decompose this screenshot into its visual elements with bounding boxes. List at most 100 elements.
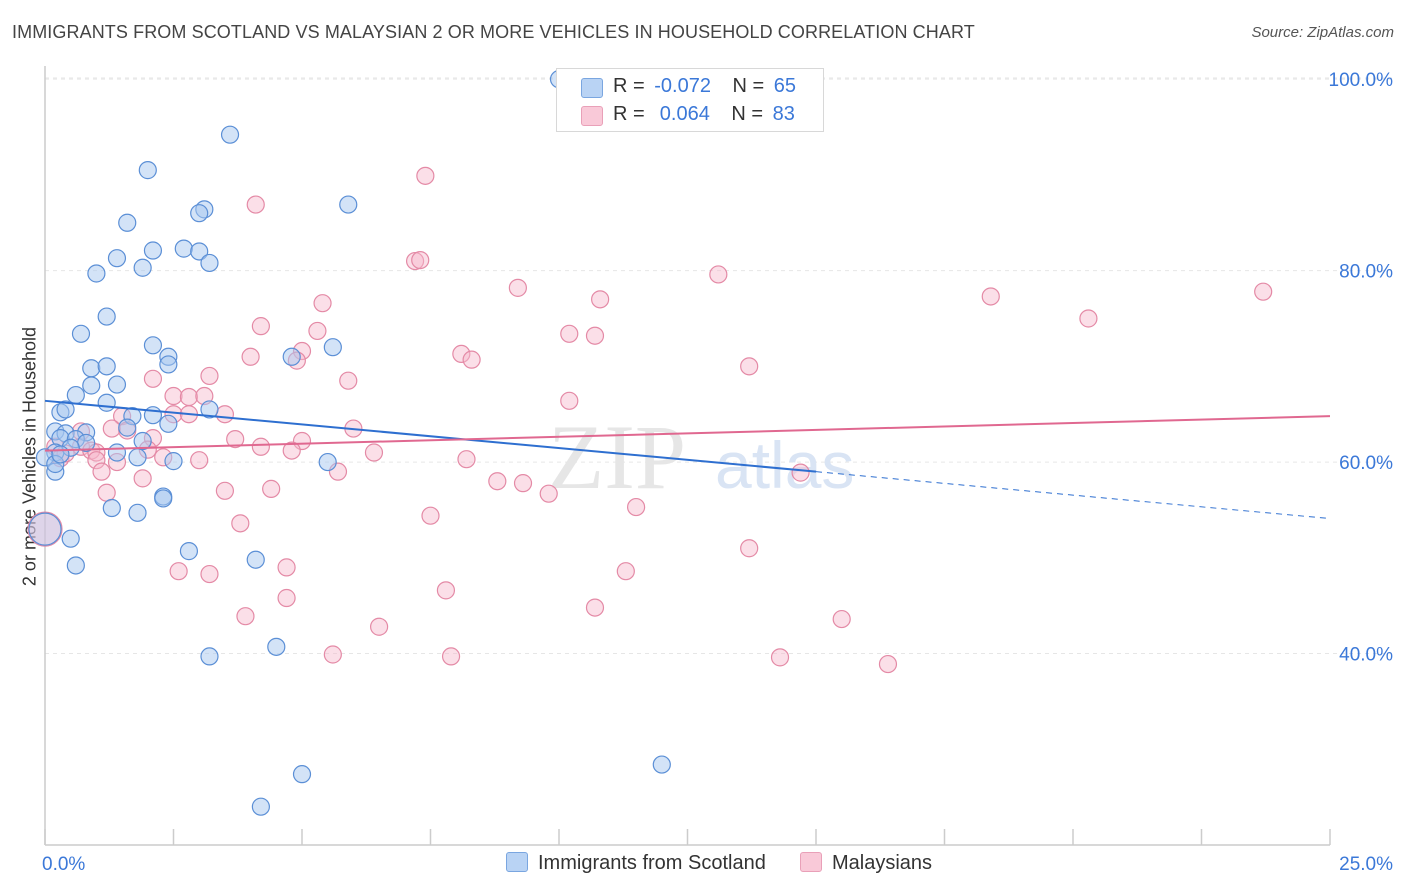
y-tick-label: 80.0%	[1339, 262, 1393, 283]
scotland-point	[56, 400, 75, 419]
malaysian-point	[308, 321, 327, 341]
tick-labels: 40.0% 60.0% 80.0% 100.0% 0.0% 25.0%	[42, 70, 1393, 875]
scotland-legend-swatch	[506, 852, 528, 872]
malaysian-point	[560, 324, 579, 343]
malaysian-point	[513, 474, 533, 493]
malaysian-point	[740, 357, 759, 376]
scotland-point	[190, 204, 209, 223]
scotland-point	[143, 241, 163, 260]
malaysian-point	[97, 483, 116, 502]
malaysian-point	[133, 469, 152, 488]
malaysian-swatch	[581, 106, 603, 126]
malaysian-point	[1254, 282, 1273, 301]
legend-row-malaysian: R = 0.064 N = 83	[581, 103, 795, 126]
malaysian-point	[339, 371, 358, 390]
scotland-point	[164, 452, 183, 471]
x-tick-label: 25.0%	[1339, 854, 1393, 875]
malaysian-point	[585, 326, 605, 345]
malaysian-point	[740, 539, 759, 558]
legend-n-label: N =	[732, 75, 765, 97]
scotland-point	[267, 637, 286, 656]
trend-lines	[44, 399, 1331, 520]
scotland-point	[128, 448, 147, 467]
malaysian-trend-line	[44, 415, 1331, 452]
malaysian-point	[832, 609, 851, 629]
malaysian-point	[539, 484, 558, 503]
scotland-point	[66, 556, 85, 575]
malaysian-point	[262, 479, 281, 498]
malaysian-point	[878, 654, 898, 674]
legend-r-value: 0.064	[654, 103, 710, 125]
scotland-point	[82, 359, 101, 378]
malaysian-point	[770, 648, 790, 667]
malaysian-point	[143, 369, 163, 388]
scotland-point	[200, 400, 219, 419]
malaysian-point	[190, 451, 209, 470]
correlation-legend: R = -0.072 N = 65 R = 0.064 N = 83	[556, 68, 824, 132]
scotland-point	[251, 797, 270, 816]
scotland-points	[28, 70, 671, 816]
scotland-point	[143, 336, 163, 355]
scotland-point	[118, 418, 137, 437]
malaysian-point	[226, 430, 245, 449]
y-tick-label: 60.0%	[1339, 453, 1393, 474]
scotland-point	[159, 414, 178, 433]
scotland-point	[154, 489, 173, 508]
malaysian-legend-swatch	[800, 852, 822, 872]
scotland-point	[97, 393, 116, 412]
scotland-point	[87, 264, 106, 283]
scotland-point	[97, 357, 116, 376]
scotland-point	[133, 258, 152, 277]
scotland-legend-label: Immigrants from Scotland	[538, 852, 766, 874]
malaysian-point	[791, 463, 810, 482]
legend-n-value: 65	[773, 75, 797, 97]
scotland-point	[200, 647, 219, 666]
scotland-point	[220, 125, 240, 144]
legend-n-label: N =	[731, 103, 764, 125]
malaysian-point	[231, 514, 250, 533]
malaysian-point	[560, 391, 579, 410]
malaysian-point	[200, 564, 219, 584]
malaysian-point	[585, 598, 605, 617]
malaysian-point	[215, 481, 234, 500]
scotland-point	[318, 452, 337, 472]
scotland-point	[102, 498, 121, 518]
scotland-point	[71, 324, 91, 343]
legend-item-scotland: Immigrants from Scotland	[506, 852, 766, 875]
malaysian-point	[616, 562, 635, 581]
scotland-point	[323, 338, 342, 357]
legend-r-value: -0.072	[654, 75, 711, 97]
scotland-point	[51, 445, 70, 464]
malaysian-point	[626, 497, 646, 517]
malaysian-point	[200, 366, 219, 386]
scotland-point	[61, 529, 80, 548]
scotland-point	[107, 249, 127, 268]
malaysian-point	[246, 195, 265, 214]
malaysian-point	[370, 617, 389, 636]
scotland-point	[97, 307, 116, 326]
legend-row-scotland: R = -0.072 N = 65	[581, 75, 796, 98]
malaysian-point	[92, 462, 111, 481]
malaysian-point	[179, 387, 199, 407]
malaysian-point	[709, 265, 728, 284]
malaysian-point	[411, 250, 430, 270]
malaysian-point	[1079, 309, 1098, 328]
malaysian-point	[416, 166, 435, 185]
scotland-point	[652, 755, 671, 774]
scotland-point	[66, 385, 85, 405]
malaysian-point	[215, 405, 234, 424]
scotland-point	[246, 550, 265, 569]
legend-r-label: R =	[613, 75, 645, 97]
scotland-point	[128, 503, 147, 522]
malaysian-point	[169, 562, 188, 581]
legend-item-malaysian: Malaysians	[800, 852, 932, 875]
scotland-point	[133, 431, 152, 451]
malaysian-point	[277, 588, 296, 608]
malaysian-point	[441, 647, 461, 666]
scotland-point	[174, 239, 193, 258]
malaysian-point	[236, 607, 255, 626]
malaysian-point	[436, 581, 456, 600]
scotland-trend-line	[44, 399, 817, 473]
malaysian-point	[102, 419, 121, 438]
malaysian-point	[591, 290, 610, 309]
